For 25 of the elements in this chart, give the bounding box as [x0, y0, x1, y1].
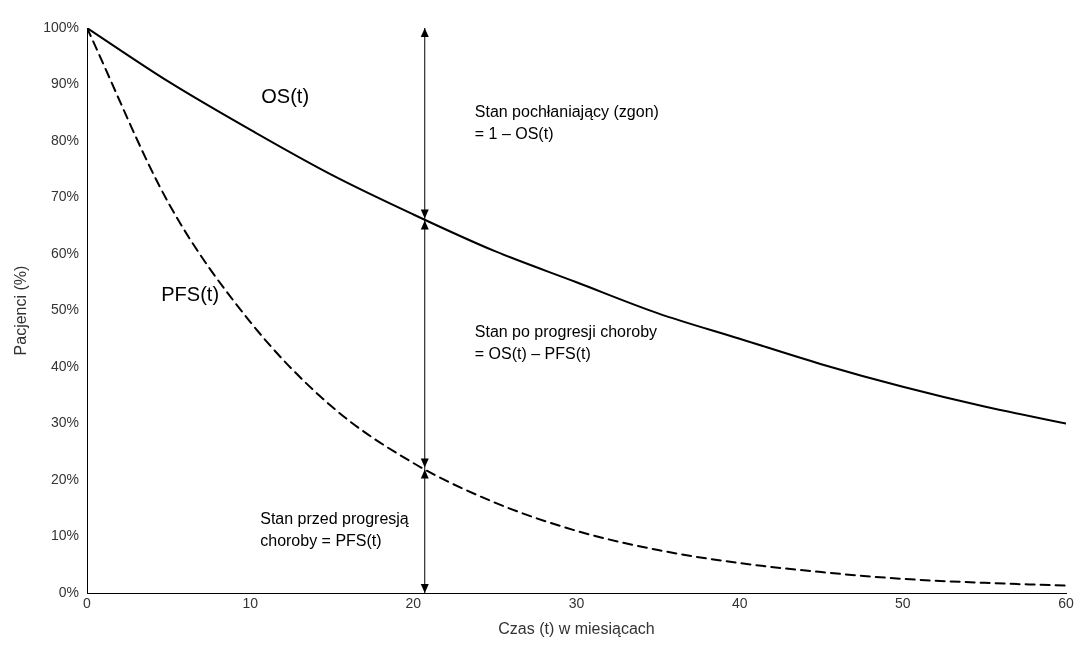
y-tick-label: 20% — [50, 470, 80, 487]
series-label: PFS(t) — [161, 283, 220, 306]
x-tick-label: 30 — [568, 595, 585, 612]
y-tick-label: 80% — [50, 131, 80, 148]
y-tick-label: 50% — [50, 301, 80, 318]
y-tick-label: 70% — [50, 188, 80, 205]
y-tick-label: 30% — [50, 414, 80, 431]
x-tick-label: 60 — [1058, 595, 1074, 612]
y-tick-label: 90% — [50, 75, 80, 92]
y-tick-label: 0% — [58, 583, 80, 600]
annotation: Stan po progresji choroby = OS(t) – PFS(t) — [474, 323, 658, 363]
y-tick-label: 40% — [50, 357, 80, 374]
y-tick-label: 10% — [50, 527, 80, 544]
x-tick-label: 0 — [83, 595, 92, 612]
annotation: Stan pochłaniający (zgon) = 1 – OS(t) — [474, 103, 659, 143]
annotation: Stan przed progresją choroby = PFS(t) — [260, 510, 409, 550]
x-axis-title: Czas (t) w miesiącach — [498, 619, 655, 637]
x-tick-label: 40 — [731, 595, 748, 612]
y-axis-title: Pacjenci (%) — [12, 265, 30, 356]
x-tick-label: 50 — [895, 595, 911, 612]
x-tick-label: 20 — [405, 595, 422, 612]
series-label: OS(t) — [261, 85, 310, 108]
y-tick-label: 100% — [43, 18, 80, 35]
x-tick-label: 10 — [242, 595, 259, 612]
y-tick-label: 60% — [50, 244, 80, 261]
